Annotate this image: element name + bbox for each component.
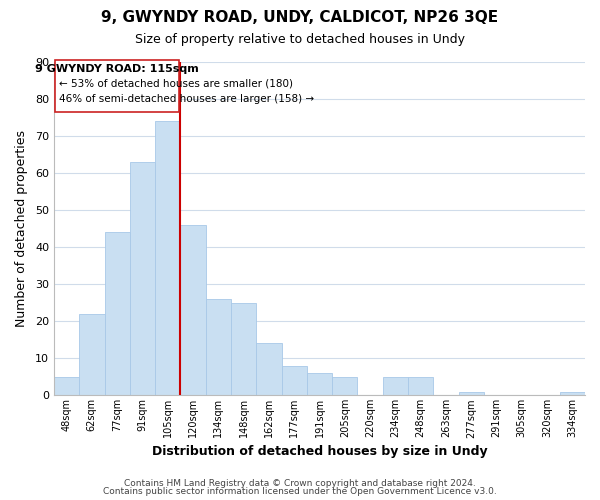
Text: Contains HM Land Registry data © Crown copyright and database right 2024.: Contains HM Land Registry data © Crown c… (124, 478, 476, 488)
Bar (307, 373, 332, 396)
Bar (54, 376, 79, 396)
Bar (130, 162, 155, 396)
Text: 46% of semi-detached houses are larger (158) →: 46% of semi-detached houses are larger (… (59, 94, 314, 104)
Bar (458, 392, 484, 396)
X-axis label: Distribution of detached houses by size in Undy: Distribution of detached houses by size … (152, 444, 487, 458)
Bar (281, 366, 307, 396)
Text: ← 53% of detached houses are smaller (180): ← 53% of detached houses are smaller (18… (59, 79, 293, 89)
Bar (256, 344, 281, 396)
Bar (560, 392, 585, 396)
Bar (231, 302, 256, 396)
Bar (383, 376, 408, 396)
Bar (332, 376, 358, 396)
Text: Size of property relative to detached houses in Undy: Size of property relative to detached ho… (135, 32, 465, 46)
Text: 9, GWYNDY ROAD, UNDY, CALDICOT, NP26 3QE: 9, GWYNDY ROAD, UNDY, CALDICOT, NP26 3QE (101, 10, 499, 25)
Bar (79, 314, 104, 396)
Bar (155, 121, 181, 396)
Y-axis label: Number of detached properties: Number of detached properties (15, 130, 28, 327)
Bar (104, 232, 130, 396)
Text: 9 GWYNDY ROAD: 115sqm: 9 GWYNDY ROAD: 115sqm (35, 64, 199, 74)
Bar (206, 299, 231, 396)
Text: Contains public sector information licensed under the Open Government Licence v3: Contains public sector information licen… (103, 487, 497, 496)
Bar (408, 376, 433, 396)
FancyBboxPatch shape (55, 60, 179, 112)
Bar (181, 224, 206, 396)
